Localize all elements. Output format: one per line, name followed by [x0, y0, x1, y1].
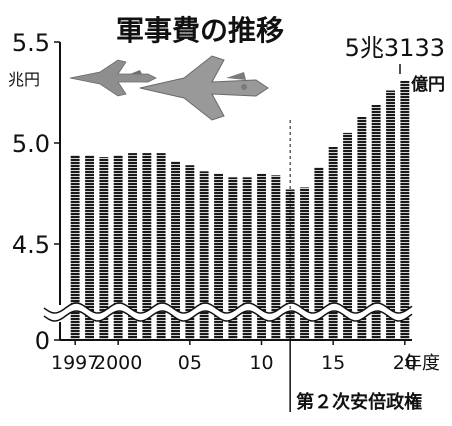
bar — [199, 171, 209, 340]
period-label: 第２次安倍政権 — [296, 391, 422, 413]
x-tick-label: 20 — [393, 352, 417, 374]
bar — [357, 116, 367, 340]
bar — [271, 175, 281, 340]
value-annotation: 5兆3133 — [345, 34, 445, 62]
axis-break-edge — [43, 310, 413, 322]
x-unit-label: 年度 — [404, 353, 440, 374]
y-tick-label: 5.5 — [12, 29, 50, 57]
x-tick-label: 1997 — [51, 352, 99, 374]
bar — [85, 155, 94, 340]
bar — [70, 155, 80, 340]
bar — [328, 147, 338, 340]
value-annotation-unit: 億円 — [411, 74, 445, 95]
bar — [242, 177, 252, 340]
y-axis: 5.5 5.0 4.5 0 — [12, 29, 61, 355]
x-tick-label: 10 — [249, 352, 273, 374]
y-tick-label: 4.5 — [12, 231, 50, 259]
bar — [214, 173, 223, 340]
bar — [99, 157, 109, 340]
bar — [300, 187, 309, 340]
axis-break-edge — [43, 302, 413, 314]
axis-break — [43, 302, 413, 322]
bar — [156, 153, 166, 340]
x-tick-label: 05 — [178, 352, 202, 374]
chart-title: 軍事費の推移 — [116, 14, 284, 47]
y-tick-label: 5.0 — [12, 130, 50, 158]
y-unit-label: 兆円 — [8, 70, 40, 89]
bar — [228, 177, 238, 340]
fighter-jet-illustration — [69, 55, 269, 121]
bar — [257, 173, 266, 340]
bar — [128, 153, 137, 340]
fighter-jet-icon — [139, 55, 269, 121]
bar — [371, 104, 381, 340]
axis-break-band — [44, 303, 412, 321]
bar — [400, 80, 410, 341]
x-tick-label: 2000 — [94, 352, 142, 374]
bars-group — [70, 80, 410, 341]
bar — [314, 167, 324, 340]
bar — [343, 132, 352, 340]
y-tick-label: 0 — [35, 327, 50, 355]
bar — [142, 153, 152, 340]
bar — [113, 155, 123, 340]
fighter-jet-icon — [69, 59, 157, 97]
x-tick-label: 15 — [321, 352, 345, 374]
bar — [171, 161, 180, 340]
bar — [386, 90, 395, 340]
bar — [185, 165, 195, 340]
